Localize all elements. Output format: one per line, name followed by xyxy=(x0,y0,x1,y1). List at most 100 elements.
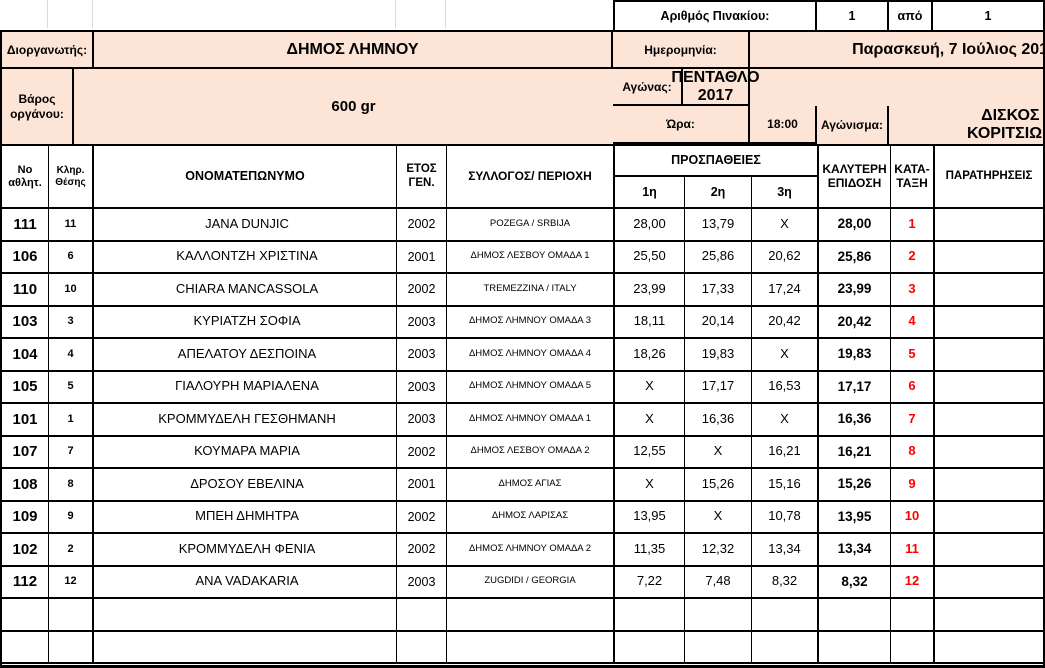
best-performance-cell: 13,95 xyxy=(819,501,891,534)
attempt-1-cell xyxy=(615,599,685,632)
rank-cell: 9 xyxy=(891,469,935,502)
club-region-cell: ΔΗΜΟΣ ΛΕΣΒΟΥ ΟΜΑΔΑ 1 xyxy=(447,241,615,274)
attempt-3-cell: X xyxy=(752,339,819,372)
birth-year-cell: 2003 xyxy=(397,306,447,339)
club-region-cell: ΔΗΜΟΣ ΛΕΣΒΟΥ ΟΜΑΔΑ 2 xyxy=(447,436,615,469)
remarks-cell xyxy=(935,274,1043,307)
remarks-cell xyxy=(935,502,1043,534)
club-region-cell: ΔΗΜΟΣ ΛΗΜΝΟΥ ΟΜΑΔΑ 3 xyxy=(447,306,615,339)
birth-year-cell: 2002 xyxy=(397,501,447,534)
attempt-3-cell: X xyxy=(752,209,819,242)
board-number-value: 1 xyxy=(817,2,889,30)
best-performance-cell: 17,17 xyxy=(819,371,891,404)
best-performance-cell: 28,00 xyxy=(819,209,891,242)
draw-position-cell: 9 xyxy=(49,501,94,534)
remarks-cell xyxy=(935,469,1043,502)
attempt-1-cell: 25,50 xyxy=(615,241,685,274)
athlete-number-cell xyxy=(2,631,49,664)
athlete-name-cell: CHIARA MANCASSOLA xyxy=(94,274,397,307)
rank-cell: 2 xyxy=(891,241,935,274)
attempt-3-cell: 20,42 xyxy=(752,306,819,339)
attempt-3-cell: 10,78 xyxy=(752,501,819,534)
date-value: Παρασκευή, 7 Ιούλιος 2017 xyxy=(750,32,1045,69)
attempt-2-cell: 17,33 xyxy=(685,274,752,307)
header-full-name: ΟΝΟΜΑΤΕΠΩΝΥΜΟ xyxy=(94,146,397,209)
rank-cell: 6 xyxy=(891,371,935,404)
draw-position-cell xyxy=(49,599,94,632)
header-athlete-no: Νο αθλητ. xyxy=(2,146,49,209)
athlete-number-cell: 109 xyxy=(2,501,49,534)
rank-cell: 11 xyxy=(891,534,935,567)
best-performance-cell: 19,83 xyxy=(819,339,891,372)
draw-position-cell: 4 xyxy=(49,339,94,372)
birth-year-cell: 2001 xyxy=(397,241,447,274)
rank-cell: 4 xyxy=(891,306,935,339)
draw-position-cell: 1 xyxy=(49,404,94,437)
athlete-number-cell: 104 xyxy=(2,339,49,372)
birth-year-cell xyxy=(397,599,447,632)
attempt-1-cell: 12,55 xyxy=(615,436,685,469)
club-region-cell: ZUGDIDI / GEORGIA xyxy=(447,566,615,599)
time-value: 18:00 xyxy=(750,106,817,144)
gridline xyxy=(47,0,48,28)
draw-position-cell: 10 xyxy=(49,274,94,307)
birth-year-cell: 2002 xyxy=(397,209,447,242)
rank-cell: 8 xyxy=(891,436,935,469)
athlete-number-cell: 106 xyxy=(2,241,49,274)
rank-cell: 12 xyxy=(891,566,935,599)
attempt-1-cell: X xyxy=(615,469,685,502)
attempt-1-cell: X xyxy=(615,371,685,404)
draw-position-cell: 5 xyxy=(49,371,94,404)
birth-year-cell: 2003 xyxy=(397,371,447,404)
board-total-value: 1 xyxy=(984,9,992,23)
attempt-2-cell: 12,32 xyxy=(685,534,752,567)
attempt-2-cell: 7,48 xyxy=(685,566,752,599)
club-region-cell: ΔΗΜΟΣ ΛΑΡΙΣΑΣ xyxy=(447,501,615,534)
event-label: Αγώνισμα: xyxy=(817,106,889,144)
header-attempt-2: 2η xyxy=(685,177,752,209)
competition-label: Αγώνας: xyxy=(613,69,683,106)
event-name-greek: ΔΙΣΚΟΣ ΚΟΡΙΤΣΙΩΝ xyxy=(967,107,1045,142)
competition-value: ΠΕΝΤΑΘΛΟ 2017 xyxy=(671,69,760,106)
attempt-2-cell: X xyxy=(685,436,752,469)
header-best-performance: ΚΑΛΥΤΕΡΗ ΕΠΙΔΟΣΗ xyxy=(819,146,891,209)
birth-year-cell: 2003 xyxy=(397,339,447,372)
athlete-name-cell xyxy=(94,631,397,664)
athlete-name-cell: ΓΙΑΛΟΥΡΗ ΜΑΡΙΑΛΕΝΑ xyxy=(94,371,397,404)
draw-position-cell: 6 xyxy=(49,241,94,274)
remarks-cell xyxy=(935,339,1043,372)
athlete-number-cell: 103 xyxy=(2,306,49,339)
attempt-3-cell: 16,53 xyxy=(752,371,819,404)
event-info-header: Διοργανωτής: ΔΗΜΟΣ ΛΗΜΝΟΥ Ημερομηνία: Πα… xyxy=(0,30,1045,174)
attempt-3-cell: X xyxy=(752,404,819,437)
attempt-3-cell: 17,24 xyxy=(752,274,819,307)
attempt-1-cell: 18,11 xyxy=(615,306,685,339)
remarks-cell xyxy=(935,437,1043,469)
attempt-1-cell: X xyxy=(615,404,685,437)
attempt-2-cell: 15,26 xyxy=(685,469,752,502)
board-of-label: από xyxy=(889,2,933,30)
gridline xyxy=(395,0,396,28)
draw-position-cell xyxy=(49,631,94,664)
club-region-cell xyxy=(447,599,615,632)
athlete-name-cell: ΑΠΕΛΑΤΟΥ ΔΕΣΠΟΙΝΑ xyxy=(94,339,397,372)
athlete-number-cell: 111 xyxy=(2,209,49,242)
event-value: ΔΙΣΚΟΣ ΚΟΡΙΤΣΙΩΝ DISCUS THROW xyxy=(889,106,1045,144)
club-region-cell: ΔΗΜΟΣ ΑΓΙΑΣ xyxy=(447,469,615,502)
athlete-number-cell: 112 xyxy=(2,566,49,599)
remarks-cell xyxy=(935,209,1043,242)
attempt-3-cell xyxy=(752,599,819,632)
birth-year-cell: 2003 xyxy=(397,404,447,437)
athlete-number-cell: 107 xyxy=(2,436,49,469)
results-table: Νο αθλητ. Κληρ. Θέσης ΟΝΟΜΑΤΕΠΩΝΥΜΟ ΕΤΟΣ… xyxy=(0,144,1045,668)
rank-cell: 5 xyxy=(891,339,935,372)
attempt-2-cell: X xyxy=(685,501,752,534)
time-label: Ώρα: xyxy=(613,106,750,144)
athlete-number-cell xyxy=(2,599,49,632)
club-region-cell: ΔΗΜΟΣ ΛΗΜΝΟΥ ΟΜΑΔΑ 2 xyxy=(447,534,615,567)
attempt-2-cell: 19,83 xyxy=(685,339,752,372)
remarks-cell xyxy=(935,242,1043,274)
athlete-name-cell: ANA VADAKARIA xyxy=(94,566,397,599)
implement-weight-label: Βάρος οργάνου: xyxy=(2,69,74,144)
